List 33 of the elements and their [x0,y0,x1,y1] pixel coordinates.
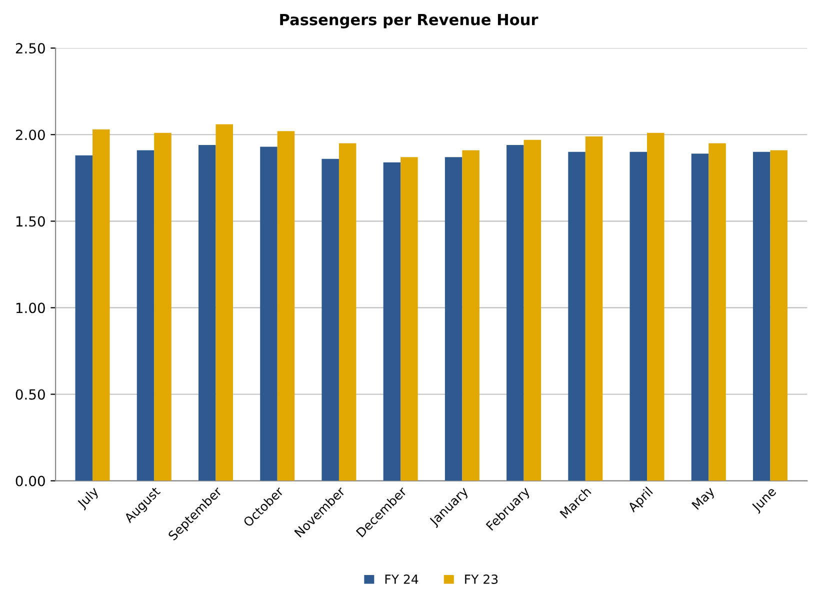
bar [691,154,709,481]
bar [752,152,770,481]
bar [322,158,339,481]
y-tick-label: 2.50 [16,43,45,54]
bar [585,136,603,481]
bar [568,152,586,481]
bar [444,157,462,481]
y-tick-label: 2.00 [16,130,45,140]
bar [462,150,480,481]
bar [770,150,788,481]
bar [708,143,726,481]
y-tick-label: 1.00 [16,302,45,314]
bar [400,157,418,481]
legend-label: FY 24 [385,574,418,584]
bar [198,145,216,481]
bar [75,155,93,481]
y-tick-label: 0.50 [16,389,45,400]
bar [216,124,233,481]
bar [92,129,110,481]
bar [136,150,154,481]
legend-label: FY 23 [465,574,498,584]
bar [647,132,664,481]
y-tick-label: 1.50 [16,216,45,227]
bar [524,140,542,481]
bar [260,146,278,481]
bar [630,152,648,481]
bar [154,132,172,481]
chart-title: Passengers per Revenue Hour [280,14,538,28]
bar [383,162,401,481]
bar [506,145,524,481]
bar [277,131,295,481]
bar [338,143,356,481]
y-tick-label: 0.00 [16,476,45,486]
